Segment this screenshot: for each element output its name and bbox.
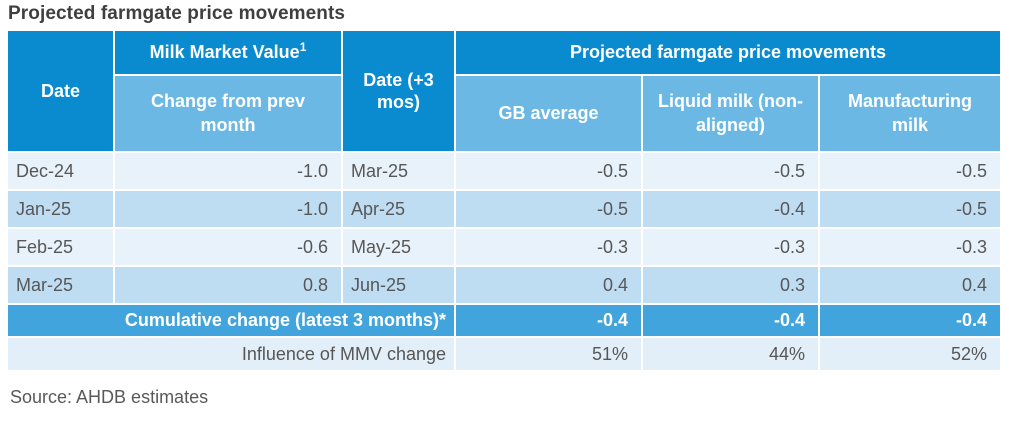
gb-average-cell: -0.5 (456, 153, 641, 189)
manufacturing-milk-cell: -0.3 (820, 229, 1001, 265)
milk-market-value-label: Milk Market Value (149, 42, 300, 63)
gb-average-cell: 0.4 (456, 267, 641, 303)
col-group-projected-farmgate: Projected farmgate price movements (456, 31, 1001, 74)
col-header-manufacturing-milk: Manufacturing milk (820, 76, 1001, 151)
date-plus-3-cell: Mar-25 (343, 153, 454, 189)
gb-average-cell: -0.5 (456, 191, 641, 227)
date-plus-3-cell: May-25 (343, 229, 454, 265)
cumulative-manufacturing-milk-cell: -0.4 (820, 305, 1001, 336)
col-header-change-from-prev-month: Change from prev month (115, 76, 341, 151)
date-cell: Mar-25 (8, 267, 113, 303)
influence-of-mmv-row: Influence of MMV change 51% 44% 52% (8, 338, 1001, 370)
source-note: Source: AHDB estimates (10, 387, 209, 407)
col-header-date-plus-3-months: Date (+3 mos) (343, 31, 454, 151)
page-title: Projected farmgate price movements (8, 3, 346, 24)
table-row: Dec-24 -1.0 Mar-25 -0.5 -0.5 -0.5 (8, 153, 1001, 189)
mmv-change-cell: -1.0 (115, 191, 341, 227)
cumulative-change-row: Cumulative change (latest 3 months)* -0.… (8, 305, 1001, 336)
influence-of-mmv-label: Influence of MMV change (8, 338, 454, 370)
page: Projected farmgate price movements Date … (6, 3, 1003, 407)
manufacturing-milk-cell: 0.4 (820, 267, 1001, 303)
table-row: Jan-25 -1.0 Apr-25 -0.5 -0.4 -0.5 (8, 191, 1001, 227)
influence-gb-average-cell: 51% (456, 338, 641, 370)
mmv-change-cell: -1.0 (115, 153, 341, 189)
cumulative-change-label: Cumulative change (latest 3 months)* (8, 305, 454, 336)
col-header-liquid-milk: Liquid milk (non-aligned) (643, 76, 818, 151)
farmgate-price-table: Date Milk Market Value1 Date (+3 mos) Pr… (6, 29, 1003, 372)
footnote-marker-1: 1 (299, 40, 307, 55)
date-plus-3-cell: Apr-25 (343, 191, 454, 227)
liquid-milk-cell: 0.3 (643, 267, 818, 303)
date-cell: Dec-24 (8, 153, 113, 189)
col-header-gb-average: GB average (456, 76, 641, 151)
header-row-top: Date Milk Market Value1 Date (+3 mos) Pr… (8, 31, 1001, 151)
col-header-date: Date (8, 31, 113, 151)
table-body: Dec-24 -1.0 Mar-25 -0.5 -0.5 -0.5 Jan-25… (8, 153, 1001, 370)
table-row: Mar-25 0.8 Jun-25 0.4 0.3 0.4 (8, 267, 1001, 303)
cumulative-gb-average-cell: -0.4 (456, 305, 641, 336)
cumulative-liquid-milk-cell: -0.4 (643, 305, 818, 336)
manufacturing-milk-cell: -0.5 (820, 191, 1001, 227)
liquid-milk-cell: -0.3 (643, 229, 818, 265)
influence-liquid-milk-cell: 44% (643, 338, 818, 370)
col-header-milk-market-value: Milk Market Value1 (115, 31, 341, 74)
gb-average-cell: -0.3 (456, 229, 641, 265)
mmv-change-cell: -0.6 (115, 229, 341, 265)
table-header: Date Milk Market Value1 Date (+3 mos) Pr… (8, 31, 1001, 151)
date-cell: Feb-25 (8, 229, 113, 265)
mmv-change-cell: 0.8 (115, 267, 341, 303)
table-row: Feb-25 -0.6 May-25 -0.3 -0.3 -0.3 (8, 229, 1001, 265)
date-plus-3-cell: Jun-25 (343, 267, 454, 303)
header-row-sub: Change from prev month GB average Liquid… (8, 76, 1001, 151)
date-cell: Jan-25 (8, 191, 113, 227)
influence-manufacturing-milk-cell: 52% (820, 338, 1001, 370)
liquid-milk-cell: -0.5 (643, 153, 818, 189)
liquid-milk-cell: -0.4 (643, 191, 818, 227)
manufacturing-milk-cell: -0.5 (820, 153, 1001, 189)
